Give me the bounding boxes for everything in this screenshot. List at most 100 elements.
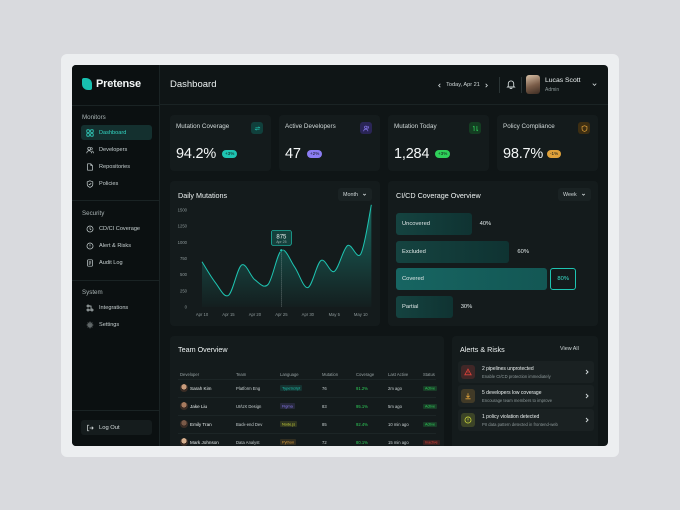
sidebar-item-policies[interactable]: Policies (81, 176, 152, 191)
logo-mark-icon (82, 78, 92, 90)
chevron-right-icon[interactable] (484, 83, 489, 88)
coverage-bar[interactable] (396, 268, 548, 290)
table-row[interactable]: Mark Johnson Data Analyst Python 72 80.1% 15 … (178, 433, 440, 446)
top-header: Dashboard Today, Apr 21 Lucas Scott Admi… (160, 65, 608, 105)
alert-title: 2 pipelines unprotected (482, 365, 534, 372)
logout-button[interactable]: Log Out (81, 420, 152, 435)
alert-item[interactable]: 1 policy violation detected PII data patt… (458, 409, 594, 431)
stat-value: 47 (285, 146, 301, 162)
alert-item[interactable]: 2 pipelines unprotected Enable CI/CD prot… (458, 361, 594, 383)
view-all-label: View All (560, 345, 579, 352)
sidebar-item-audit-log[interactable]: Audit Log (81, 255, 152, 270)
team-overview-card: Team Overview Developer Team Language Mutat… (170, 336, 444, 446)
stat-badge: +2% (307, 150, 323, 158)
alert-item[interactable]: 5 developers low coverage Encourage team … (458, 385, 594, 407)
coverage-label: Partial (402, 303, 419, 310)
sidebar-item-repositories[interactable]: Repositories (81, 159, 152, 174)
sidebar-item-dashboard[interactable]: Dashboard (81, 125, 152, 140)
alerts-risks-card: Alerts & Risks View All 2 pipelines unpr… (452, 336, 598, 446)
sidebar-item-label: Integrations (99, 304, 129, 311)
sidebar-item-cdci-coverage[interactable]: CD/CI Coverage (81, 221, 152, 236)
developer-name: Jake Liu (190, 404, 208, 409)
stat-card-mutation-today[interactable]: Mutation Today 1,284 +3% (388, 115, 489, 171)
panel-title: CI/CD Coverage Overview (396, 191, 481, 200)
stat-card-mutation-coverage[interactable]: Mutation Coverage 94.2% +3% (170, 115, 271, 171)
x-tick-label: May 5 (329, 312, 341, 317)
alert-subtitle: Enable CI/CD protection immediately (482, 373, 551, 379)
column-header: Mutation (322, 372, 339, 377)
bell-icon[interactable] (506, 79, 516, 89)
cicd-coverage-card: CI/CD Coverage Overview Week Uncovered 40… (388, 181, 598, 326)
avatar[interactable] (526, 75, 540, 94)
data-point (279, 248, 284, 253)
grid-icon (86, 128, 94, 137)
app-window: Pretense Monitors Dashboard Developers R… (72, 65, 608, 446)
coverage-bar[interactable] (396, 213, 472, 235)
page-title: Dashboard (170, 79, 217, 90)
series-line (201, 204, 372, 297)
view-all-link[interactable]: View All (560, 342, 579, 355)
chevron-down-icon[interactable] (591, 81, 598, 88)
coverage-label: Uncovered (402, 221, 431, 227)
stat-card-policy-compliance[interactable]: Policy Compliance 98.7% -1% (497, 115, 598, 171)
sidebar-item-alert-risks[interactable]: Alert & Risks (81, 238, 152, 253)
panel-title: Daily Mutations (178, 191, 228, 200)
team-cell: Back-end Dev (236, 422, 263, 427)
logout-label: Log Out (99, 424, 120, 431)
nav-section-security: Security (82, 210, 105, 217)
sidebar-item-developers[interactable]: Developers (81, 142, 152, 157)
table-row[interactable]: Emily Tran Back-end Dev Node.js 85 92.4% 10 m… (178, 415, 438, 433)
language-cell: Node.js (280, 420, 298, 427)
coverage-percent: 30% (460, 303, 473, 310)
shield-icon (578, 122, 590, 134)
brand-name: Pretense (96, 78, 141, 90)
divider (499, 77, 500, 93)
status-cell: Active (423, 421, 438, 427)
range-dropdown[interactable]: Month (338, 188, 372, 201)
nav-section-monitors: Monitors (82, 114, 106, 121)
table-row[interactable]: Jake Liu UI/UX Design Figma 83 95.1% 5m ago Ac… (178, 397, 438, 415)
column-header: Team (236, 372, 247, 377)
users-icon (360, 122, 372, 134)
plug-icon (86, 304, 94, 311)
column-header: Coverage (356, 372, 375, 377)
table-row[interactable]: Sarah Kim Platform Eng TypeScript 76 91.2% 2m… (178, 379, 438, 397)
avatar (180, 420, 188, 428)
file-icon (87, 162, 93, 171)
y-tick-label: 1000 (178, 240, 188, 245)
dropdown-value: Week (563, 191, 577, 198)
coverage-bar[interactable] (396, 240, 510, 263)
coverage-bar[interactable] (396, 295, 453, 318)
divider (521, 77, 522, 93)
coverage-percent: 60% (517, 248, 529, 255)
sidebar-item-label: Audit Log (99, 259, 123, 266)
status-cell: Inactive (423, 439, 440, 445)
alert-title: 5 developers low coverage (482, 389, 542, 396)
chevron-down-icon (581, 193, 585, 196)
stat-label: Active Developers (285, 123, 336, 130)
sidebar-item-integrations[interactable]: Integrations (81, 300, 152, 315)
y-tick-label: 250 (180, 288, 188, 293)
x-tick-label: Apr 20 (249, 312, 262, 317)
shield-icon (86, 179, 94, 188)
y-tick-label: 500 (180, 272, 188, 277)
sidebar-item-label: Developers (99, 146, 128, 153)
gear-icon (86, 321, 94, 328)
chevron-left-icon[interactable] (437, 83, 442, 88)
stat-badge: +3% (435, 150, 451, 158)
chevron-right-icon (585, 369, 589, 375)
brand-logo[interactable]: Pretense (82, 78, 141, 90)
range-dropdown[interactable]: Week (558, 188, 591, 201)
x-tick-label: May 10 (354, 312, 368, 317)
team-cell: Platform Eng (236, 386, 261, 391)
coverage-cell: 95.1% (356, 404, 368, 409)
developer-name: Emily Tran (190, 422, 212, 427)
coverage-label: Covered (402, 276, 424, 282)
chevron-down-icon (362, 193, 367, 196)
stat-card-active-developers[interactable]: Active Developers 47 +2% (279, 115, 380, 171)
sidebar-item-settings[interactable]: Settings (81, 317, 152, 332)
sidebar-item-label: Settings (99, 321, 120, 328)
dropdown-value: Month (343, 191, 358, 198)
nav-section-system: System (82, 289, 103, 296)
developer-name: Sarah Kim (190, 386, 212, 391)
